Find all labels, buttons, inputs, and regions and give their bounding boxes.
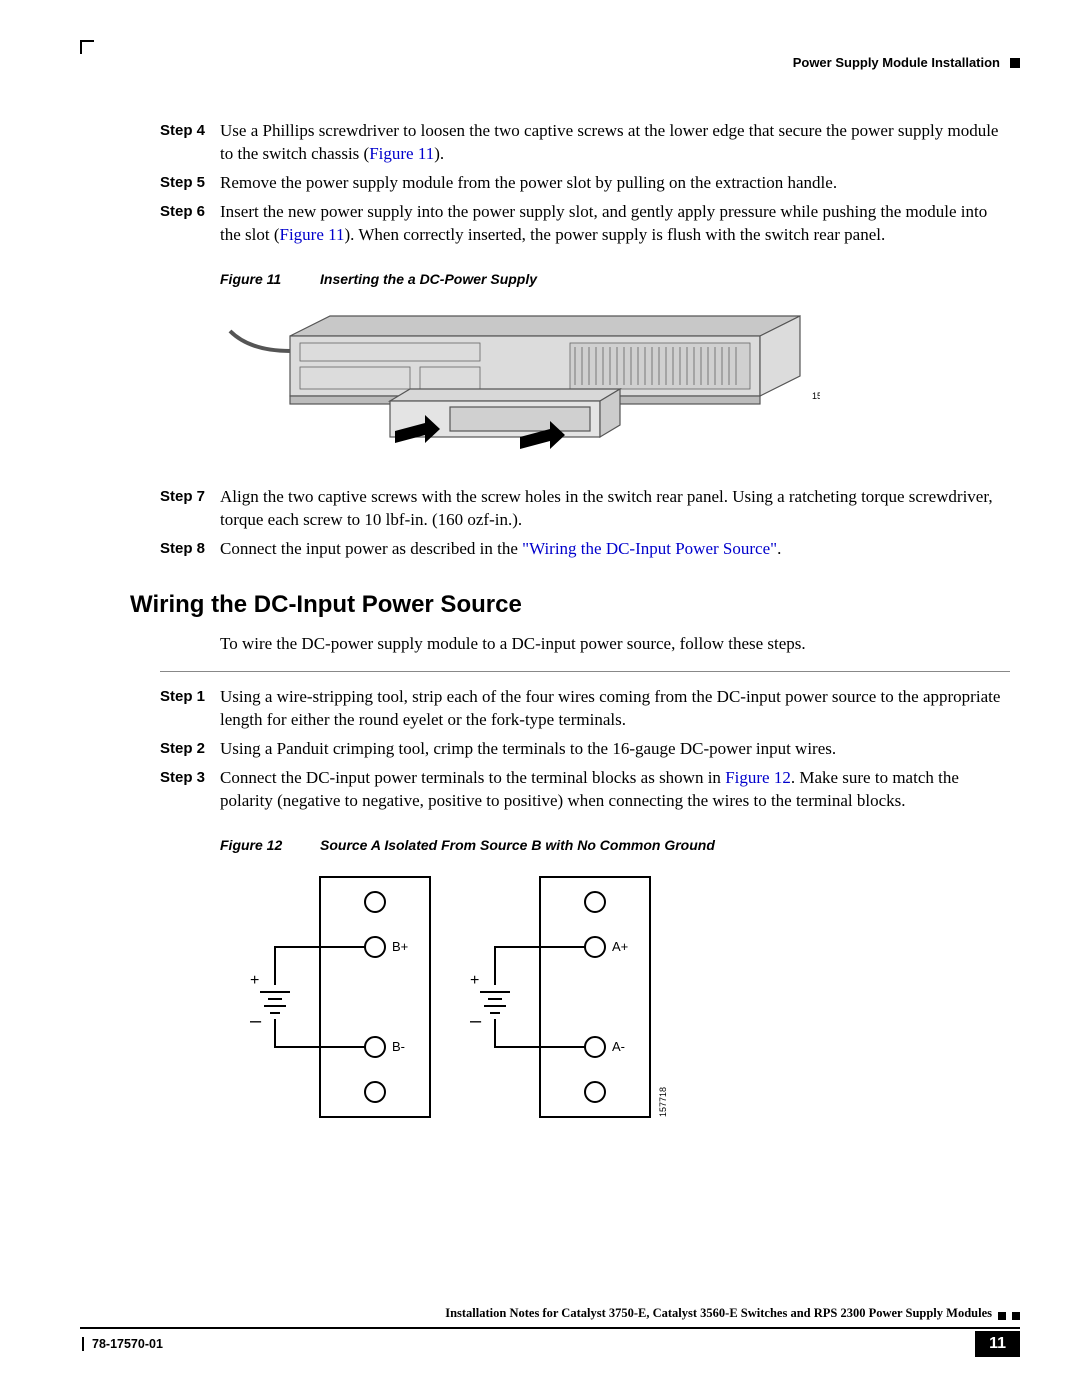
section-intro: To wire the DC-power supply module to a … [220, 633, 1010, 656]
page-footer: Installation Notes for Catalyst 3750-E, … [80, 1306, 1020, 1357]
page-content: Step 4Use a Phillips screwdriver to loos… [160, 120, 1010, 1152]
figure-12-imgnum: 157718 [658, 1087, 668, 1117]
step-label: Step 7 [160, 486, 220, 532]
step-row: Step 8Connect the input power as describ… [160, 538, 1010, 561]
figure-crossref-link[interactable]: "Wiring the DC-Input Power Source" [522, 539, 777, 558]
fig12-a-minus-label: A- [612, 1039, 625, 1054]
step-text: Connect the DC-input power terminals to … [220, 767, 1010, 813]
step-text: Align the two captive screws with the sc… [220, 486, 1010, 532]
step-label: Step 2 [160, 738, 220, 761]
step-row: Step 1Using a wire-stripping tool, strip… [160, 686, 1010, 732]
step-text: Using a wire-stripping tool, strip each … [220, 686, 1010, 732]
step-row: Step 3Connect the DC-input power termina… [160, 767, 1010, 813]
page: Power Supply Module Installation Step 4U… [0, 0, 1080, 1397]
step-text: Connect the input power as described in … [220, 538, 1010, 561]
figure-12-image: B+ B- + – [220, 867, 1010, 1132]
figure-12-label: Figure 12 [220, 837, 320, 853]
step-text: Use a Phillips screwdriver to loosen the… [220, 120, 1010, 166]
footer-page-number: 11 [975, 1331, 1020, 1357]
figure-12-title: Source A Isolated From Source B with No … [320, 837, 715, 853]
figure-11-title: Inserting the a DC-Power Supply [320, 271, 537, 287]
step-text: Insert the new power supply into the pow… [220, 201, 1010, 247]
figure-11-label: Figure 11 [220, 271, 320, 287]
footer-docnum: 78-17570-01 [82, 1337, 163, 1351]
footer-square-icon [998, 1312, 1006, 1320]
section-rule [160, 671, 1010, 672]
header-section-title: Power Supply Module Installation [793, 55, 1000, 70]
fig12-a-plus-label: A+ [612, 939, 628, 954]
step-label: Step 4 [160, 120, 220, 166]
fig12-a-battery-plus: + [470, 972, 479, 989]
fig12-b-minus-label: B- [392, 1039, 405, 1054]
footer-square-icon [1012, 1312, 1020, 1320]
section-heading: Wiring the DC-Input Power Source [130, 591, 1010, 619]
figure-11-caption: Figure 11 Inserting the a DC-Power Suppl… [220, 271, 1010, 287]
step-row: Step 2Using a Panduit crimping tool, cri… [160, 738, 1010, 761]
step-row: Step 4Use a Phillips screwdriver to loos… [160, 120, 1010, 166]
figure-crossref-link[interactable]: Figure 11 [369, 144, 434, 163]
step-row: Step 7Align the two captive screws with … [160, 486, 1010, 532]
crop-mark-top-left [80, 40, 94, 54]
step-row: Step 6Insert the new power supply into t… [160, 201, 1010, 247]
step-label: Step 6 [160, 201, 220, 247]
running-header: Power Supply Module Installation [793, 55, 1020, 70]
step-label: Step 5 [160, 172, 220, 195]
figure-crossref-link[interactable]: Figure 11 [280, 225, 345, 244]
step-label: Step 1 [160, 686, 220, 732]
step-label: Step 3 [160, 767, 220, 813]
step-row: Step 5Remove the power supply module fro… [160, 172, 1010, 195]
figure-crossref-link[interactable]: Figure 12 [725, 768, 791, 787]
footer-title: Installation Notes for Catalyst 3750-E, … [80, 1306, 992, 1321]
figure-12-caption: Figure 12 Source A Isolated From Source … [220, 837, 1010, 853]
figure-11-imgnum: 158123 [812, 391, 820, 401]
fig12-b-battery-plus: + [250, 972, 259, 989]
fig12-a-battery-minus: – [470, 1010, 482, 1032]
fig12-b-battery-minus: – [250, 1010, 262, 1032]
step-text: Using a Panduit crimping tool, crimp the… [220, 738, 1010, 761]
figure-11-image: 158123 [220, 301, 1010, 466]
header-square-icon [1010, 58, 1020, 68]
step-text: Remove the power supply module from the … [220, 172, 1010, 195]
step-label: Step 8 [160, 538, 220, 561]
fig12-b-plus-label: B+ [392, 939, 408, 954]
